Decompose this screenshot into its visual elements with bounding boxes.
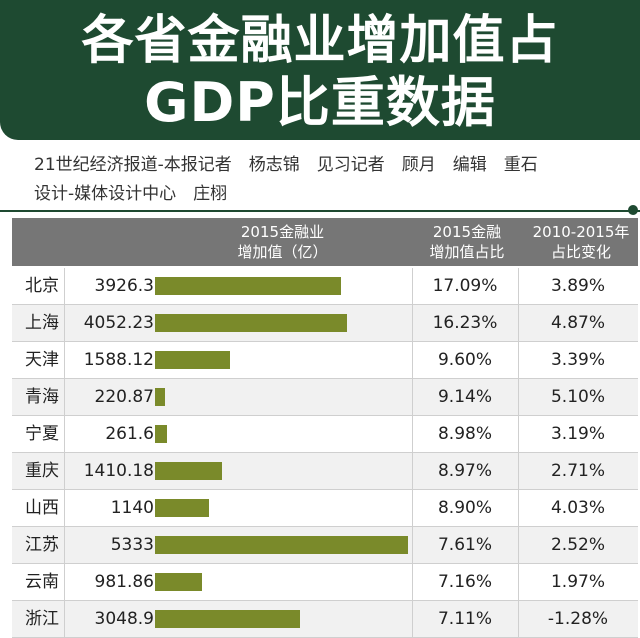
share-value: 7.61% bbox=[437, 535, 492, 555]
table-header: 2015金融业 增加值（亿） 2015金融 增加值占比 2010-2015年 占… bbox=[12, 218, 638, 266]
province-name: 青海 bbox=[25, 387, 59, 407]
change-value: 2.52% bbox=[550, 535, 605, 555]
amount-bar bbox=[155, 351, 230, 369]
separator-line bbox=[0, 210, 640, 212]
share-value: 17.09% bbox=[432, 276, 498, 296]
table-row: 云南 981.86 7.16% 1.97% bbox=[12, 564, 638, 601]
table-row: 山西 1140 8.90% 4.03% bbox=[12, 490, 638, 527]
amount-value: 981.86 bbox=[94, 572, 154, 592]
change-value: 1.97% bbox=[550, 572, 605, 592]
amount-value: 1410.18 bbox=[83, 461, 154, 481]
province-name: 北京 bbox=[25, 276, 59, 296]
table-row: 江苏 5333 7.61% 2.52% bbox=[12, 527, 638, 564]
province-name: 山西 bbox=[25, 498, 59, 518]
table-row: 青海 220.87 9.14% 5.10% bbox=[12, 379, 638, 416]
amount-value: 1140 bbox=[110, 498, 154, 518]
share-value: 8.97% bbox=[437, 461, 492, 481]
share-value: 7.16% bbox=[437, 572, 492, 592]
amount-bar bbox=[155, 499, 209, 517]
province-name: 宁夏 bbox=[25, 424, 59, 444]
amount-bar bbox=[155, 573, 202, 591]
share-value: 8.90% bbox=[437, 498, 492, 518]
amount-bar bbox=[155, 462, 222, 480]
share-value: 9.14% bbox=[437, 387, 492, 407]
column-divider bbox=[412, 268, 413, 638]
change-value: 3.39% bbox=[550, 350, 605, 370]
column-divider bbox=[64, 268, 65, 638]
province-name: 云南 bbox=[25, 572, 59, 592]
table-body: 北京 3926.3 17.09% 3.89% 上海 4052.23 16.23% 4.87% 天… bbox=[12, 268, 638, 638]
amount-bar bbox=[155, 277, 341, 295]
change-value: 3.89% bbox=[550, 276, 605, 296]
credit-line-1: 21世纪经济报道-本报记者 杨志锦 见习记者 顾月 编辑 重石 bbox=[34, 155, 538, 175]
table-row: 北京 3926.3 17.09% 3.89% bbox=[12, 268, 638, 305]
change-value: -1.28% bbox=[547, 609, 609, 629]
amount-value: 261.6 bbox=[105, 424, 154, 444]
table-row: 重庆 1410.18 8.97% 2.71% bbox=[12, 453, 638, 490]
table-row: 天津 1588.12 9.60% 3.39% bbox=[12, 342, 638, 379]
province-name: 江苏 bbox=[25, 535, 59, 555]
amount-value: 220.87 bbox=[94, 387, 154, 407]
change-value: 4.03% bbox=[550, 498, 605, 518]
header-share: 2015金融 增加值占比 bbox=[429, 223, 505, 261]
column-divider bbox=[518, 268, 519, 638]
amount-bar bbox=[155, 610, 300, 628]
change-value: 2.71% bbox=[550, 461, 605, 481]
separator-dot bbox=[628, 205, 638, 215]
amount-value: 3926.3 bbox=[94, 276, 154, 296]
table-row: 上海 4052.23 16.23% 4.87% bbox=[12, 305, 638, 342]
amount-value: 4052.23 bbox=[83, 313, 154, 333]
change-value: 3.19% bbox=[550, 424, 605, 444]
table-row: 宁夏 261.6 8.98% 3.19% bbox=[12, 416, 638, 453]
credit-line-2: 设计-媒体设计中心 庄栩 bbox=[34, 184, 228, 204]
amount-bar bbox=[155, 388, 165, 406]
share-value: 9.60% bbox=[437, 350, 492, 370]
province-name: 天津 bbox=[25, 350, 59, 370]
province-name: 重庆 bbox=[25, 461, 59, 481]
table-row: 浙江 3048.9 7.11% -1.28% bbox=[12, 601, 638, 638]
title-line-2: GDP比重数据 bbox=[144, 71, 496, 134]
title-line-1: 各省金融业增加值占 bbox=[81, 11, 559, 71]
amount-value: 5333 bbox=[110, 535, 154, 555]
share-value: 16.23% bbox=[432, 313, 498, 333]
share-value: 8.98% bbox=[437, 424, 492, 444]
amount-bar bbox=[155, 425, 167, 443]
amount-value: 3048.9 bbox=[94, 609, 154, 629]
change-value: 4.87% bbox=[550, 313, 605, 333]
province-name: 上海 bbox=[25, 313, 59, 333]
amount-value: 1588.12 bbox=[83, 350, 154, 370]
amount-bar bbox=[155, 314, 347, 332]
share-value: 7.11% bbox=[437, 609, 492, 629]
amount-bar bbox=[155, 536, 408, 554]
header-amount: 2015金融业 增加值（亿） bbox=[237, 223, 328, 261]
province-name: 浙江 bbox=[25, 609, 59, 629]
header-change: 2010-2015年 占比变化 bbox=[532, 223, 630, 261]
change-value: 5.10% bbox=[550, 387, 605, 407]
title-banner: 各省金融业增加值占 GDP比重数据 bbox=[0, 0, 640, 140]
